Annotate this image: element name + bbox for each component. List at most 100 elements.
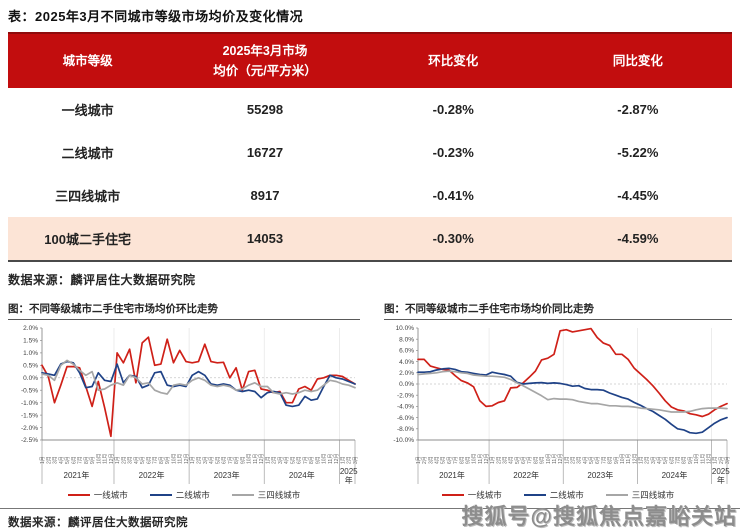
legend-swatch bbox=[67, 494, 90, 496]
month-tick-label: 9月 bbox=[240, 456, 246, 464]
charts-row: 图：不同等级城市二手住宅市场均价环比走势 2.0% 1.5% 1.0% 0.5% 0.0… bbox=[8, 301, 732, 501]
month-tick-label: 9月 bbox=[315, 456, 321, 464]
month-tick-label: 5月 bbox=[215, 456, 221, 464]
year-label: 2025 bbox=[712, 467, 730, 476]
month-tick-label: 4月 bbox=[509, 456, 515, 464]
month-tick-label: 2月 bbox=[347, 456, 353, 464]
legend-item: 二线城市 bbox=[523, 489, 584, 501]
table-title: 表：2025年3月不同城市等级市场均价及变化情况 bbox=[8, 9, 304, 24]
y-tick-label: -2.0% bbox=[21, 425, 38, 432]
month-tick-label: 5月 bbox=[140, 456, 146, 464]
month-tick-label: 7月 bbox=[78, 456, 84, 464]
month-tick-label: 7月 bbox=[303, 456, 309, 464]
month-tick-label: 4月 bbox=[134, 456, 140, 464]
y-tick-label: 1.0% bbox=[23, 350, 38, 357]
chart-panel-yoy: 图：不同等级城市二手住宅市场均价同比走势 10.0% 8.0% 6.0% 4.0% 2.… bbox=[384, 301, 732, 501]
month-tick-label: 10月 bbox=[247, 453, 253, 464]
month-tick-label: 7月 bbox=[228, 456, 234, 464]
month-tick-label: 10月 bbox=[96, 453, 102, 464]
y-tick-label: -1.5% bbox=[21, 412, 38, 419]
table-source: 数据来源：麟评居住大数据研究院 bbox=[8, 273, 196, 287]
yoy-cell: -2.87% bbox=[543, 88, 732, 131]
month-tick-label: 3月 bbox=[128, 456, 134, 464]
table-header-row: 城市等级 2025年3月市场 均价（元/平方米） 环比变化 同比变化 bbox=[8, 32, 732, 88]
month-tick-label: 8月 bbox=[84, 456, 90, 464]
price-cell: 8917 bbox=[167, 174, 363, 217]
y-tick-label: 0.0% bbox=[23, 375, 38, 382]
month-tick-label: 2月 bbox=[496, 456, 502, 464]
chart-mom: 2.0% 1.5% 1.0% 0.5% 0.0% -0.5% -1.0% -1.5% -2.0%… bbox=[21, 325, 359, 485]
month-tick-label: 1月 bbox=[713, 456, 719, 464]
month-tick-label: 1月 bbox=[265, 456, 271, 464]
month-tick-label: 12月 bbox=[184, 453, 190, 464]
month-tick-label: 5月 bbox=[663, 456, 669, 464]
month-tick-label: 1月 bbox=[40, 456, 46, 464]
table-header-cell-0: 城市等级 bbox=[8, 32, 168, 88]
y-tick-label: -10.0% bbox=[393, 437, 414, 444]
y-tick-label: -4.0% bbox=[397, 404, 414, 411]
year-label: 2024年 bbox=[662, 470, 688, 480]
legend-item: 三四线城市 bbox=[605, 489, 674, 501]
month-tick-label: 4月 bbox=[435, 456, 441, 464]
month-tick-label: 8月 bbox=[533, 456, 539, 464]
month-tick-label: 7月 bbox=[601, 456, 607, 464]
legend-swatch bbox=[149, 494, 172, 496]
legend-swatch bbox=[441, 494, 464, 496]
legend-label: 二线城市 bbox=[175, 490, 210, 500]
table-header-cell-3: 同比变化 bbox=[543, 32, 732, 88]
month-tick-label: 1月 bbox=[638, 456, 644, 464]
year-label: 年 bbox=[345, 475, 353, 485]
legend-label: 一线城市 bbox=[93, 490, 128, 500]
legend-item: 一线城市 bbox=[67, 489, 128, 501]
month-tick-label: 5月 bbox=[65, 456, 71, 464]
month-tick-label: 3月 bbox=[503, 456, 509, 464]
tier-cell: 三四线城市 bbox=[8, 174, 168, 217]
month-tick-label: 8月 bbox=[682, 456, 688, 464]
price-table: 城市等级 2025年3月市场 均价（元/平方米） 环比变化 同比变化 一线城市 55298… bbox=[8, 32, 732, 262]
legend-label: 三四线城市 bbox=[257, 490, 301, 500]
y-tick-label: -1.0% bbox=[21, 400, 38, 407]
footer-divider bbox=[0, 508, 740, 509]
price-cell: 16727 bbox=[167, 131, 363, 174]
month-tick-label: 12月 bbox=[484, 453, 490, 464]
month-tick-label: 7月 bbox=[527, 456, 533, 464]
y-tick-label: 0.5% bbox=[23, 363, 38, 370]
month-tick-label: 9月 bbox=[165, 456, 171, 464]
series-line-2 bbox=[41, 359, 356, 395]
year-label: 2024年 bbox=[289, 470, 315, 480]
legend-label: 一线城市 bbox=[467, 490, 502, 500]
legend-item: 三四线城市 bbox=[231, 489, 301, 501]
month-tick-label: 9月 bbox=[614, 456, 620, 464]
month-tick-label: 3月 bbox=[651, 456, 657, 464]
month-tick-label: 1月 bbox=[416, 456, 422, 464]
month-tick-label: 2月 bbox=[46, 456, 52, 464]
tier-cell: 100城二手住宅 bbox=[8, 217, 168, 261]
chart-title-yoy: 图：不同等级城市二手住宅市场均价同比走势 bbox=[384, 301, 732, 320]
month-tick-label: 12月 bbox=[632, 453, 638, 464]
month-tick-label: 4月 bbox=[583, 456, 589, 464]
table-header-cell-1: 2025年3月市场 均价（元/平方米） bbox=[167, 32, 363, 88]
month-tick-label: 6月 bbox=[521, 456, 527, 464]
month-tick-label: 2月 bbox=[121, 456, 127, 464]
month-tick-label: 2月 bbox=[719, 456, 725, 464]
series-line-2 bbox=[417, 370, 728, 413]
month-tick-label: 3月 bbox=[278, 456, 284, 464]
chart-legend-mom: 一线城市 二线城市 三四线城市 bbox=[8, 489, 360, 501]
mom-cell: -0.23% bbox=[362, 131, 544, 174]
month-tick-label: 9月 bbox=[90, 456, 96, 464]
footer-source: 数据来源：麟评居住大数据研究院 bbox=[8, 517, 188, 529]
month-tick-label: 7月 bbox=[153, 456, 159, 464]
series-line-0 bbox=[417, 327, 728, 418]
month-tick-label: 9月 bbox=[465, 456, 471, 464]
y-tick-label: -2.0% bbox=[397, 392, 414, 399]
legend-item: 一线城市 bbox=[441, 489, 502, 501]
y-tick-label: 2.0% bbox=[23, 325, 38, 332]
month-tick-label: 11月 bbox=[478, 454, 484, 464]
tier-cell: 二线城市 bbox=[8, 131, 168, 174]
chart-title-mom: 图：不同等级城市二手住宅市场均价环比走势 bbox=[8, 301, 360, 320]
month-tick-label: 11月 bbox=[626, 454, 632, 464]
table-header-cell-2: 环比变化 bbox=[362, 32, 544, 88]
month-tick-label: 12月 bbox=[259, 453, 265, 464]
month-tick-label: 1月 bbox=[564, 456, 570, 464]
mom-cell: -0.28% bbox=[362, 88, 544, 131]
